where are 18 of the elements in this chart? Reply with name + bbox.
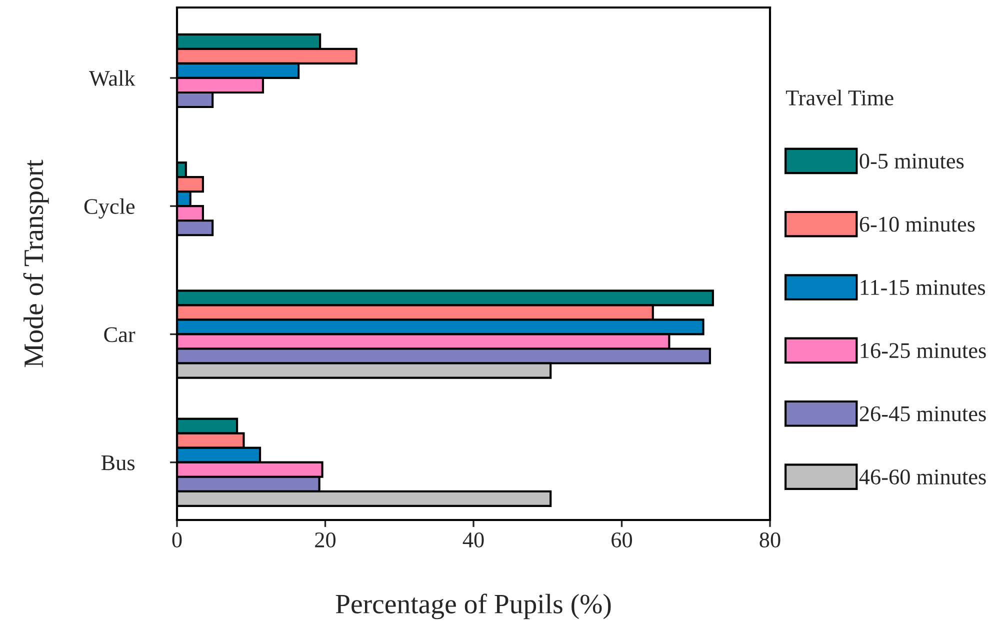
x-tick-label: 60 (612, 532, 632, 548)
y-tick-label: Bus (101, 456, 135, 470)
x-tick-label: 80 (760, 532, 780, 548)
x-tick-label: 20 (315, 532, 336, 548)
y-tick-label: Walk (89, 70, 136, 86)
legend-label: 46-60 minutes (859, 469, 986, 484)
legend-title: Travel Time (786, 90, 894, 106)
y-tick-label: Car (104, 327, 136, 342)
x-tick-label: 0 (172, 532, 182, 548)
legend-label: 26-45 minutes (860, 406, 986, 422)
x-tick-label: 40 (462, 532, 484, 548)
legend-label: 16-25 minutes (860, 343, 986, 358)
legend-label: 11-15 minutes (860, 280, 986, 295)
x-axis-title: Percentage of Pupils (%) (336, 594, 611, 620)
legend-label: 6-10 minutes (860, 216, 975, 232)
y-axis-title: Mode of Transport (23, 160, 49, 368)
y-tick-label: Cycle (84, 198, 135, 219)
legend-label: 0-5 minutes (860, 154, 964, 169)
